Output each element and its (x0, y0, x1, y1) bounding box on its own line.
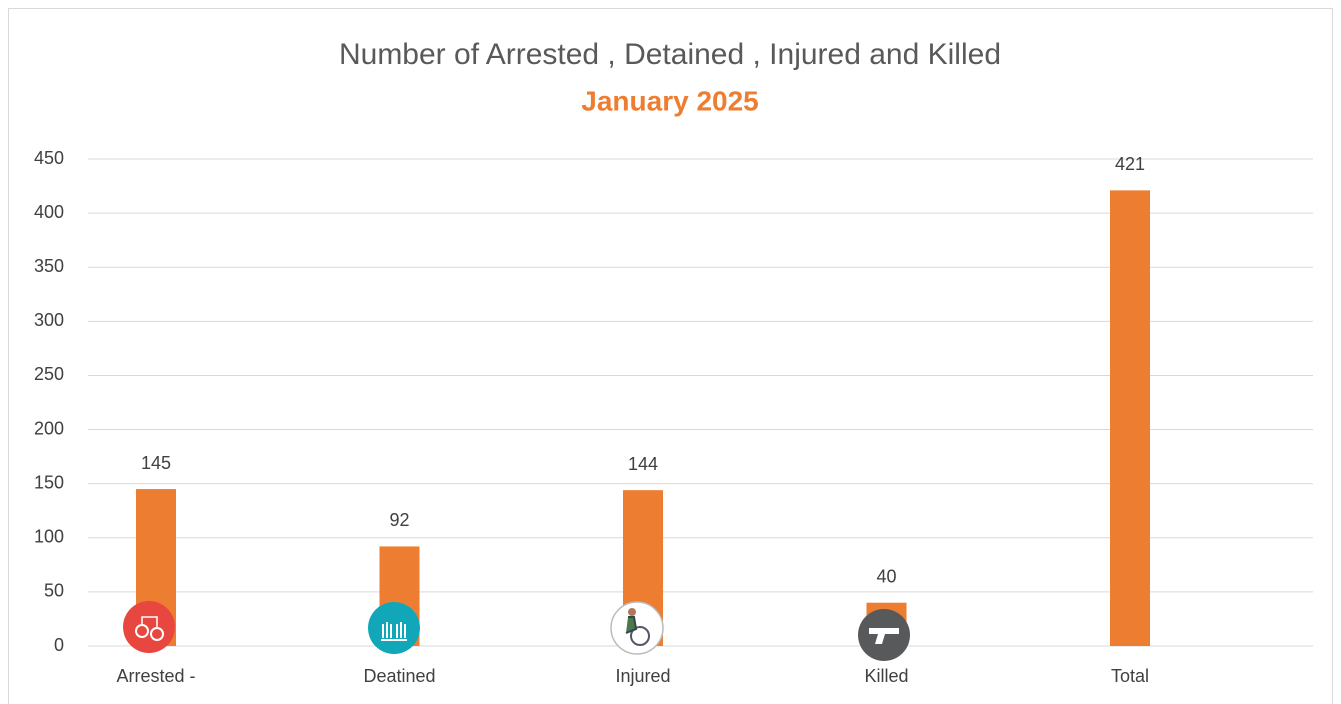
data-label: 40 (876, 566, 896, 586)
x-tick-label: Deatined (363, 666, 435, 686)
data-label: 92 (389, 510, 409, 530)
y-tick-label: 400 (34, 202, 64, 222)
chart-subtitle: January 2025 (581, 85, 758, 116)
y-tick-label: 150 (34, 472, 64, 492)
x-tick-label: Killed (864, 666, 908, 686)
data-label: 145 (141, 453, 171, 473)
icons (123, 601, 910, 661)
x-tick-label: Injured (615, 666, 670, 686)
plot: 0 50 100 150 200 250 300 350 400 450 Arrested - 145… (34, 148, 1313, 686)
data-label: 421 (1115, 154, 1145, 174)
y-tick-label: 350 (34, 256, 64, 276)
handcuffs-icon (123, 601, 175, 653)
y-tick-label: 100 (34, 527, 64, 547)
x-tick-label: Arrested - (116, 666, 195, 686)
chart-title: Number of Arrested , Detained , Injured … (339, 38, 1001, 71)
data-label: 144 (628, 454, 658, 474)
gun-icon (858, 609, 910, 661)
wheelchair-icon (610, 601, 664, 655)
y-tick-label: 200 (34, 418, 64, 438)
gloves-icon (368, 602, 420, 654)
y-tick-label: 300 (34, 310, 64, 330)
y-tick-label: 250 (34, 364, 64, 384)
x-tick-label: Total (1111, 666, 1149, 686)
y-tick-label: 50 (44, 581, 64, 601)
y-tick-label: 450 (34, 148, 64, 168)
bar (1110, 190, 1150, 646)
y-tick-label: 0 (54, 635, 64, 655)
